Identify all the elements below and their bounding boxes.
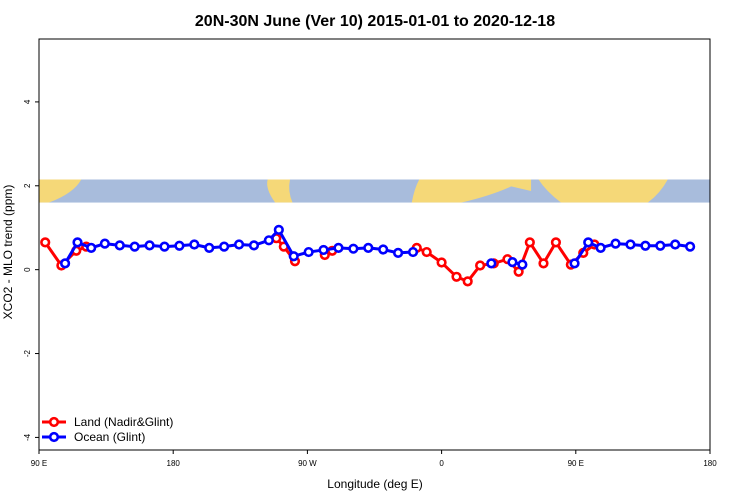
data-point [640, 240, 651, 251]
legend: Land (Nadir&Glint)Ocean (Glint) [42, 415, 173, 444]
data-point [72, 237, 83, 248]
data-point [507, 257, 518, 268]
data-point [59, 258, 71, 269]
legend-marker [48, 431, 60, 443]
x-tick-label: 90 W [298, 459, 317, 468]
map-strip [39, 179, 710, 203]
data-point [86, 242, 97, 253]
data-point [486, 258, 497, 269]
data-point [462, 276, 473, 287]
y-axis: -4 -2 0 2 4 [23, 99, 39, 441]
legend-marker [48, 416, 60, 428]
data-point [670, 239, 681, 250]
series-ocean [59, 224, 696, 270]
data-point [451, 271, 462, 282]
legend-item: Ocean (Glint) [42, 430, 145, 444]
y-tick-label: 4 [23, 99, 32, 104]
data-point [378, 244, 389, 255]
data-point [421, 246, 432, 258]
legend-label: Ocean (Glint) [74, 430, 145, 444]
data-point [569, 258, 580, 269]
data-point [333, 242, 344, 253]
data-point [550, 237, 562, 248]
y-axis-label: XCO2 - MLO trend (ppm) [1, 185, 15, 320]
data-point [263, 235, 274, 246]
data-point [538, 258, 549, 269]
data-point [610, 238, 621, 249]
x-tick-label: 180 [703, 459, 717, 468]
data-point [363, 242, 374, 253]
map-land [39, 179, 82, 203]
x-tick-label: 90 E [568, 459, 584, 468]
data-point [288, 251, 299, 262]
x-tick-label: 90 E [31, 459, 47, 468]
data-point [174, 240, 185, 251]
x-axis-label: Longitude (deg E) [327, 477, 422, 491]
data-point [655, 240, 666, 251]
series-land [40, 233, 600, 287]
x-tick-label: 0 [439, 459, 444, 468]
data-point [233, 239, 245, 250]
data-point [248, 240, 260, 251]
data-point [625, 239, 636, 250]
chart-title: 20N-30N June (Ver 10) 2015-01-01 to 2020… [195, 13, 555, 30]
x-axis: 90 E 180 90 W 0 90 E 180 [31, 450, 717, 468]
legend-item: Land (Nadir&Glint) [42, 415, 173, 429]
data-point [219, 241, 230, 252]
data-point [475, 260, 486, 271]
data-point [99, 238, 110, 249]
map-land [538, 179, 668, 203]
data-point [436, 257, 447, 268]
data-point [273, 224, 284, 235]
data-point [517, 259, 528, 270]
y-tick-label: 2 [23, 183, 32, 188]
map-land [411, 179, 532, 203]
y-tick-label: 0 [23, 267, 32, 272]
data-point [303, 246, 314, 258]
data-point [114, 240, 125, 251]
series-layer [40, 224, 696, 287]
data-point [40, 237, 51, 248]
data-point [407, 246, 419, 258]
data-point [159, 241, 170, 252]
data-point [348, 243, 359, 254]
data-point [318, 244, 329, 256]
data-point [583, 237, 594, 248]
legend-label: Land (Nadir&Glint) [74, 415, 173, 429]
data-point [144, 240, 155, 251]
map-ocean [39, 179, 710, 203]
data-point [393, 247, 404, 258]
data-point [595, 242, 606, 253]
data-point [685, 241, 696, 252]
map-land [267, 179, 293, 203]
data-point [524, 237, 535, 248]
data-point [204, 242, 215, 253]
x-tick-label: 180 [167, 459, 181, 468]
plot-frame [38, 38, 711, 451]
data-point [189, 239, 200, 250]
data-point [129, 241, 140, 252]
y-tick-label: -2 [23, 349, 32, 357]
y-tick-label: -4 [23, 433, 32, 441]
